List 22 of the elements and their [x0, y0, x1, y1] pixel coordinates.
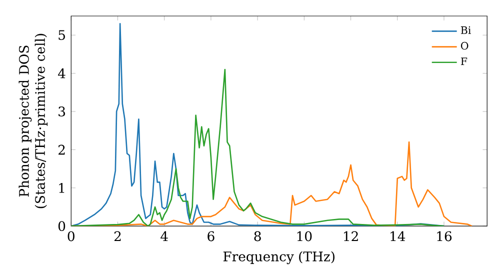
y-tick-label: 4: [58, 68, 66, 78]
y-tick-label: 5: [58, 30, 65, 40]
legend-label: Bi: [460, 26, 471, 34]
line-series: [71, 22, 445, 226]
legend-label: F: [460, 57, 468, 65]
x-tick-label: 2: [114, 231, 121, 241]
x-tick-label: 16: [437, 231, 452, 242]
y-tick-label: 3: [58, 106, 65, 116]
x-tick-label: 14: [390, 231, 406, 241]
y-tick-label: 1: [59, 182, 64, 193]
y-axis-title: Phonon projected DOS (States/THz·primitive cell): [18, 34, 48, 208]
x-tick-label: 10: [297, 231, 312, 242]
x-tick-label: 4: [160, 231, 168, 241]
legend-label: O: [460, 42, 468, 50]
y-tick-label: 2: [58, 144, 65, 154]
x-tick-label: 6: [208, 231, 214, 242]
x-axis-title: Frequency (THz): [223, 251, 334, 264]
y-tick-label: 0: [58, 221, 66, 231]
x-tick-label: 0: [68, 231, 74, 242]
x-tick-label: 8: [254, 231, 261, 242]
line-series: [71, 68, 445, 226]
x-tick-label: 12: [344, 231, 358, 241]
